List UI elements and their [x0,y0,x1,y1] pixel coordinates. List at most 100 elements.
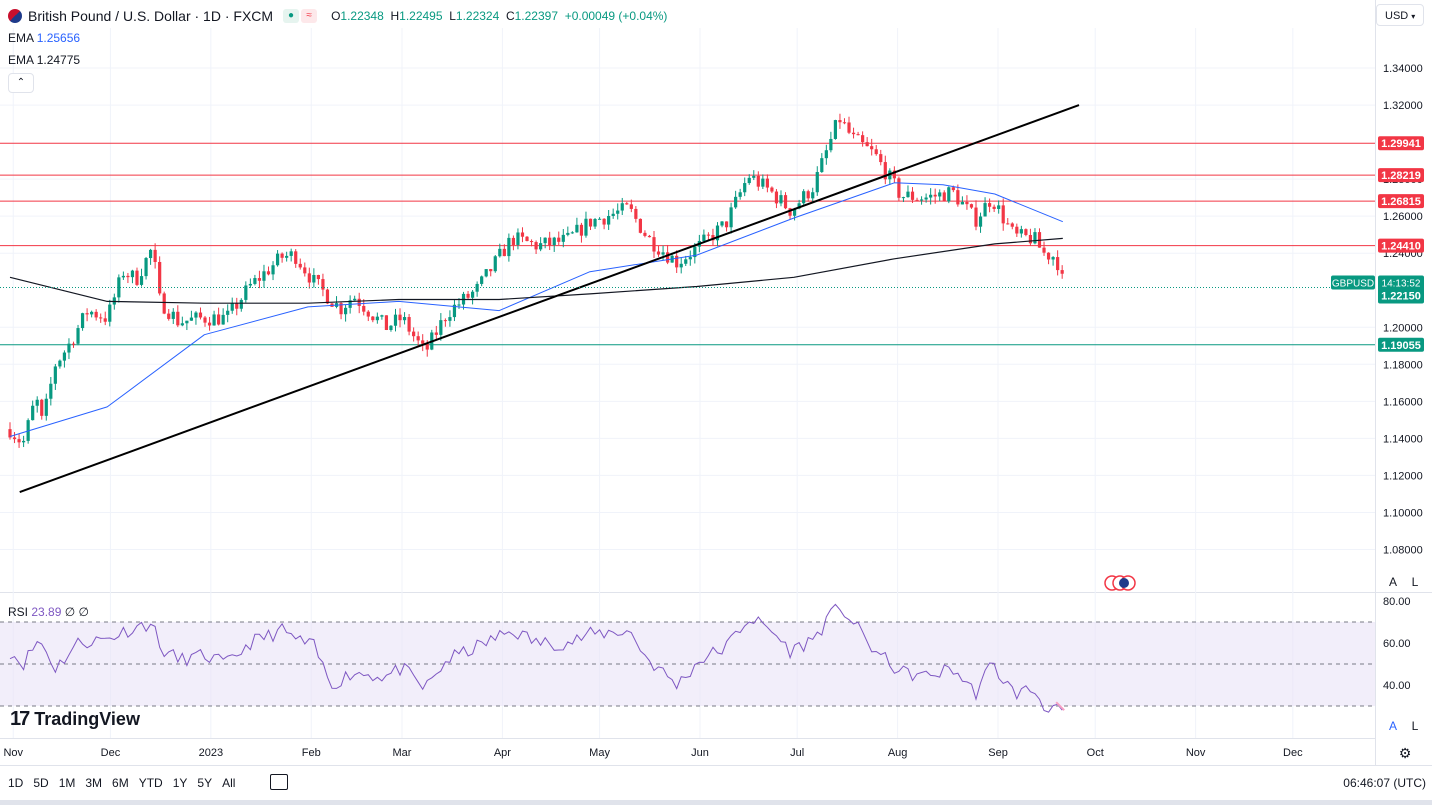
candle-down[interactable] [1060,270,1064,274]
candle-down[interactable] [774,191,779,204]
candle-up[interactable] [80,313,85,329]
candle-down[interactable] [153,249,157,262]
candle-up[interactable] [552,237,556,246]
candle-down[interactable] [198,312,203,318]
candle-up[interactable] [779,195,783,204]
settings-gear-icon[interactable]: ⚙ [1398,745,1412,761]
range-button-5d[interactable]: 5D [33,776,49,790]
candle-down[interactable] [366,311,370,317]
candle-up[interactable] [824,150,828,159]
candle-up[interactable] [289,251,293,256]
candle-up[interactable] [924,197,928,200]
candle-up[interactable] [239,299,243,309]
candle-up[interactable] [919,199,924,201]
currency-select[interactable]: USD ▾ [1376,4,1424,26]
candle-down[interactable] [625,203,629,205]
candle-down[interactable] [412,331,416,337]
candle-down[interactable] [384,315,389,330]
candle-up[interactable] [58,360,62,367]
candle-up[interactable] [130,270,135,278]
candle-up[interactable] [212,314,216,326]
candle-up[interactable] [702,234,706,241]
candle-down[interactable] [965,201,969,205]
candle-down[interactable] [298,263,302,268]
candle-up[interactable] [815,172,819,193]
status-pill[interactable]: ● ≈ [283,9,318,23]
candle-down[interactable] [520,232,525,237]
candle-up[interactable] [389,325,393,330]
candle-up[interactable] [484,269,488,277]
candle-up[interactable] [715,225,720,241]
candle-up[interactable] [139,276,144,285]
candle-up[interactable] [1051,257,1055,260]
candle-down[interactable] [321,279,325,290]
rsi-legend[interactable]: RSI 23.89 ∅ ∅ [8,605,89,619]
candle-up[interactable] [693,246,697,258]
candle-up[interactable] [516,232,520,245]
candle-down[interactable] [103,318,107,322]
candle-up[interactable] [684,259,688,264]
candle-down[interactable] [502,248,506,257]
candle-down[interactable] [647,235,652,238]
candle-up[interactable] [566,232,570,235]
candle-up[interactable] [802,191,806,204]
candle-down[interactable] [489,269,493,272]
candle-down[interactable] [974,207,978,227]
candle-down[interactable] [421,340,425,344]
candle-down[interactable] [126,275,130,278]
candle-up[interactable] [480,276,484,284]
candle-down[interactable] [765,178,769,188]
candle-down[interactable] [280,253,284,258]
candle-up[interactable] [344,307,348,315]
candle-up[interactable] [797,203,801,209]
log-scale-button[interactable]: L [1411,575,1419,589]
candle-down[interactable] [865,142,869,147]
candle-up[interactable] [171,311,175,319]
candle-down[interactable] [788,208,792,216]
candle-up[interactable] [543,237,547,244]
trendline[interactable] [19,104,1080,494]
candle-up[interactable] [616,210,620,214]
candle-up[interactable] [53,366,57,384]
candle-up[interactable] [498,248,502,257]
candle-up[interactable] [938,192,942,197]
candle-up[interactable] [189,317,194,321]
candle-down[interactable] [897,178,901,198]
candle-up[interactable] [121,275,125,278]
candle-up[interactable] [148,249,153,259]
candle-up[interactable] [688,257,692,260]
candle-up[interactable] [611,213,615,216]
candle-down[interactable] [783,195,788,209]
candle-down[interactable] [203,317,207,323]
candle-down[interactable] [1028,234,1033,244]
candle-up[interactable] [1019,229,1023,234]
candle-down[interactable] [842,122,847,124]
candle-up[interactable] [983,203,987,217]
candle-down[interactable] [303,267,307,274]
candle-down[interactable] [371,316,375,321]
candle-up[interactable] [906,191,910,198]
calendar-range-icon[interactable] [270,774,288,790]
candle-down[interactable] [933,194,937,197]
ema-200-line[interactable] [9,237,1063,304]
candle-down[interactable] [643,232,647,236]
ema-legend-2[interactable]: EMA 1.24775 [8,53,81,67]
candle-up[interactable] [44,398,48,416]
candle-up[interactable] [353,298,357,301]
candle-down[interactable] [1001,205,1005,224]
candle-up[interactable] [144,258,148,277]
candle-down[interactable] [511,237,516,245]
candle-up[interactable] [597,218,602,220]
candle-up[interactable] [90,311,94,315]
candle-up[interactable] [117,277,121,298]
candle-down[interactable] [1006,223,1010,225]
candle-down[interactable] [207,322,212,326]
candle-down[interactable] [362,305,366,312]
candle-down[interactable] [892,170,896,179]
candle-down[interactable] [235,303,239,309]
candle-down[interactable] [910,191,915,200]
candle-up[interactable] [729,207,733,228]
candle-up[interactable] [248,283,252,286]
candle-up[interactable] [570,232,574,234]
candle-down[interactable] [1015,226,1019,234]
